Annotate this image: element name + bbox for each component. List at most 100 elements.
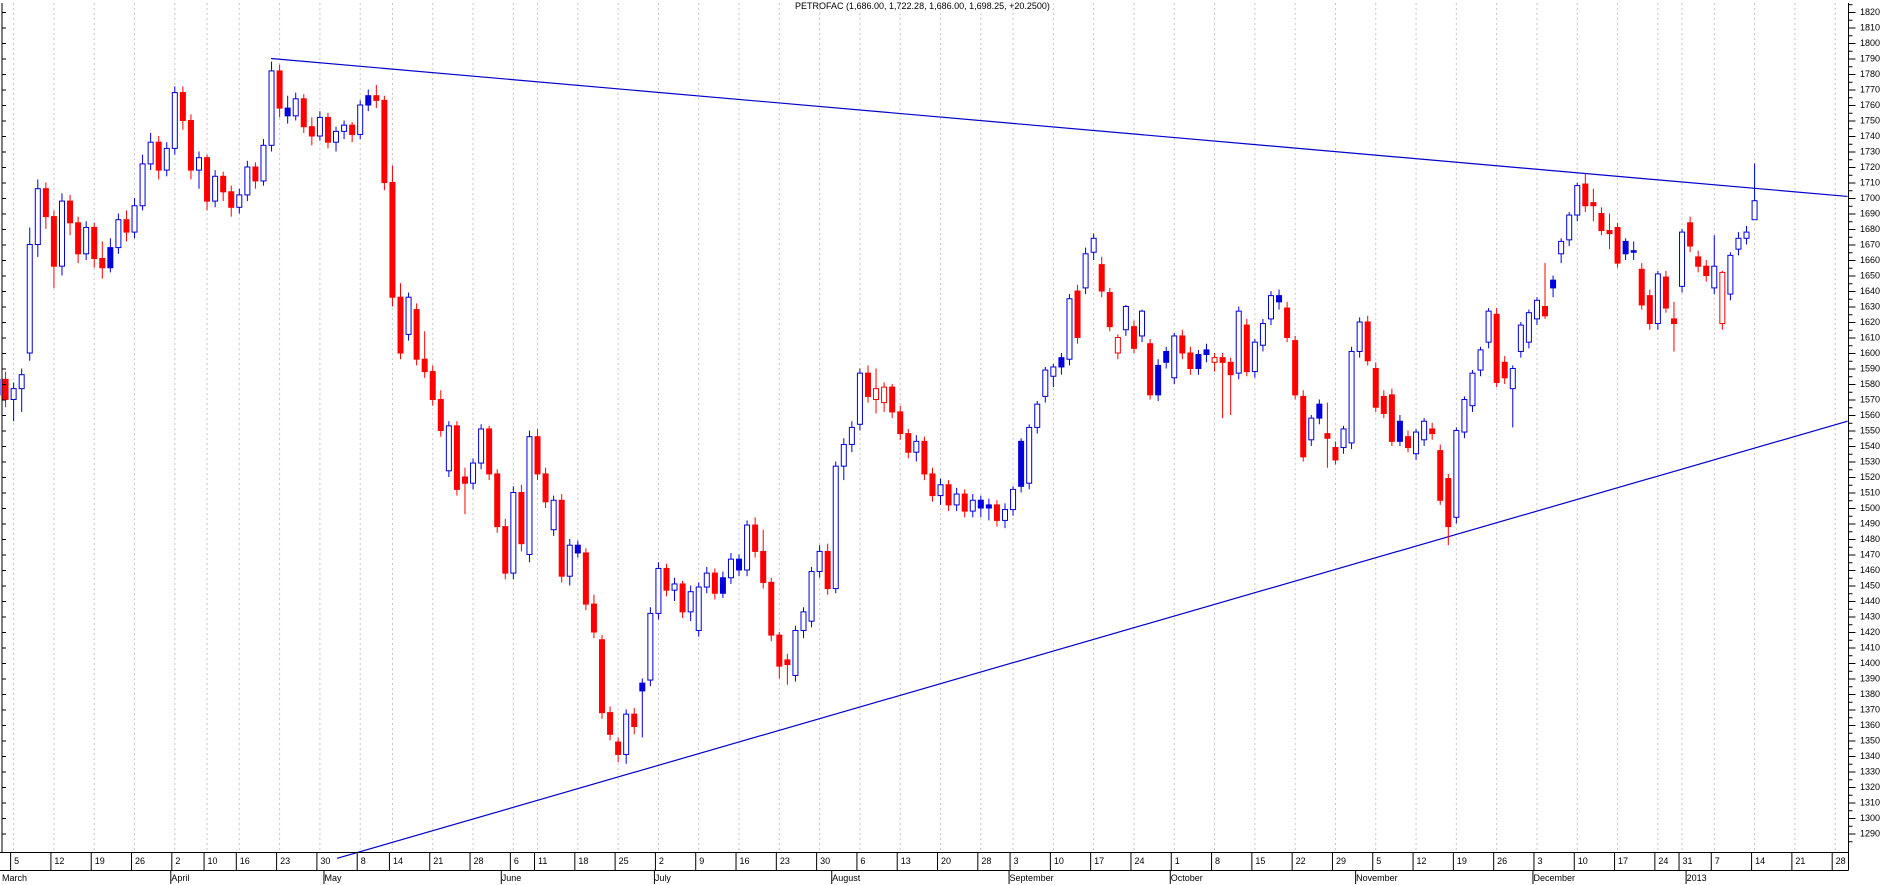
candle-body bbox=[300, 98, 307, 128]
y-axis-label: 1350 bbox=[1860, 736, 1880, 746]
x-axis-day-label: 29 bbox=[1336, 856, 1346, 866]
candlestick bbox=[816, 545, 823, 578]
candle-body bbox=[18, 374, 25, 390]
candle-body bbox=[953, 493, 960, 506]
candle-body bbox=[107, 247, 114, 269]
candle-body bbox=[1533, 299, 1540, 320]
candle-body bbox=[1259, 323, 1266, 346]
candle-body bbox=[179, 92, 186, 121]
candlestick bbox=[953, 487, 960, 512]
candlestick bbox=[1106, 287, 1113, 332]
candlestick bbox=[115, 213, 122, 254]
candle-body bbox=[1356, 321, 1363, 352]
candlestick bbox=[1292, 335, 1299, 400]
candle-body bbox=[534, 436, 541, 475]
candle-body bbox=[1421, 420, 1428, 441]
candlestick bbox=[1308, 415, 1315, 446]
candle-body bbox=[1139, 310, 1146, 337]
candlestick bbox=[1566, 211, 1573, 247]
candle-body bbox=[381, 99, 388, 183]
candlestick bbox=[647, 607, 654, 687]
y-axis-label: 1430 bbox=[1860, 612, 1880, 622]
candlestick bbox=[1179, 329, 1186, 360]
candlestick bbox=[10, 382, 17, 422]
candle-body bbox=[1590, 202, 1597, 207]
candle-body bbox=[1130, 326, 1137, 349]
candle-body bbox=[397, 296, 404, 354]
y-axis-label: 1380 bbox=[1860, 689, 1880, 699]
candle-body bbox=[131, 205, 138, 233]
candlestick bbox=[1638, 263, 1645, 310]
x-axis-day-label: 20 bbox=[941, 856, 951, 866]
candlestick bbox=[727, 552, 734, 584]
candle-body bbox=[284, 107, 291, 117]
candle-body bbox=[34, 188, 41, 245]
candle-body bbox=[736, 558, 743, 571]
candle-body bbox=[171, 92, 178, 149]
x-axis-day-label: 8 bbox=[1215, 856, 1220, 866]
candle-body bbox=[574, 544, 581, 554]
candle-body bbox=[478, 428, 485, 464]
x-axis-day-label: 9 bbox=[699, 856, 704, 866]
y-axis-label: 1580 bbox=[1860, 379, 1880, 389]
candlestick bbox=[502, 518, 509, 580]
candle-body bbox=[1203, 349, 1210, 356]
candlestick bbox=[1050, 363, 1057, 388]
candle-body bbox=[752, 524, 759, 552]
candle-body bbox=[1276, 295, 1283, 303]
trendline-ascending-support bbox=[336, 420, 1848, 859]
candlestick bbox=[26, 227, 33, 361]
candlestick bbox=[1010, 486, 1017, 516]
candlestick bbox=[421, 331, 428, 378]
candlestick bbox=[889, 384, 896, 419]
candle-body bbox=[58, 200, 65, 267]
candlestick bbox=[1606, 213, 1613, 250]
candlestick bbox=[1429, 422, 1436, 440]
candlestick bbox=[1485, 308, 1492, 349]
candle-body bbox=[1670, 318, 1677, 325]
x-axis-day-label: 26 bbox=[1497, 856, 1507, 866]
candlestick bbox=[445, 421, 452, 477]
candle-body bbox=[1364, 321, 1371, 362]
candlestick bbox=[711, 568, 718, 600]
candlestick bbox=[1195, 349, 1202, 375]
candlestick bbox=[75, 216, 82, 264]
y-axis-label: 1680 bbox=[1860, 224, 1880, 234]
candlestick bbox=[163, 142, 170, 177]
x-axis-day-label: 5 bbox=[14, 856, 19, 866]
candlestick bbox=[1235, 306, 1242, 380]
candle-body bbox=[1292, 340, 1299, 396]
candlestick bbox=[655, 562, 662, 620]
candlestick bbox=[1203, 343, 1210, 363]
candle-body bbox=[864, 372, 871, 397]
candlestick bbox=[808, 566, 815, 628]
candlestick bbox=[67, 194, 74, 236]
candlestick bbox=[453, 421, 460, 496]
candle-body bbox=[357, 104, 364, 135]
y-axis-label: 1560 bbox=[1860, 410, 1880, 420]
candlestick bbox=[703, 566, 710, 594]
candlestick bbox=[1646, 289, 1653, 330]
candle-body bbox=[445, 425, 452, 472]
candle-body bbox=[2, 378, 9, 401]
candlestick bbox=[292, 92, 299, 121]
candlestick bbox=[381, 95, 388, 191]
candlestick bbox=[840, 438, 847, 481]
candlestick bbox=[139, 154, 146, 211]
candle-body bbox=[123, 219, 130, 233]
x-axis-month-label: October bbox=[1171, 873, 1203, 883]
candlestick bbox=[1388, 388, 1395, 446]
x-axis-day-label: 23 bbox=[280, 856, 290, 866]
candle-body bbox=[1485, 310, 1492, 343]
x-axis-month-label: June bbox=[502, 873, 522, 883]
candle-body bbox=[1654, 273, 1661, 325]
candlestick bbox=[961, 489, 968, 518]
candle-body bbox=[42, 188, 49, 218]
y-axis-label: 1400 bbox=[1860, 658, 1880, 668]
candle-body bbox=[1163, 350, 1170, 363]
y-axis-label: 1440 bbox=[1860, 596, 1880, 606]
candlestick bbox=[2, 371, 9, 408]
x-axis-day-label: 28 bbox=[1836, 856, 1846, 866]
